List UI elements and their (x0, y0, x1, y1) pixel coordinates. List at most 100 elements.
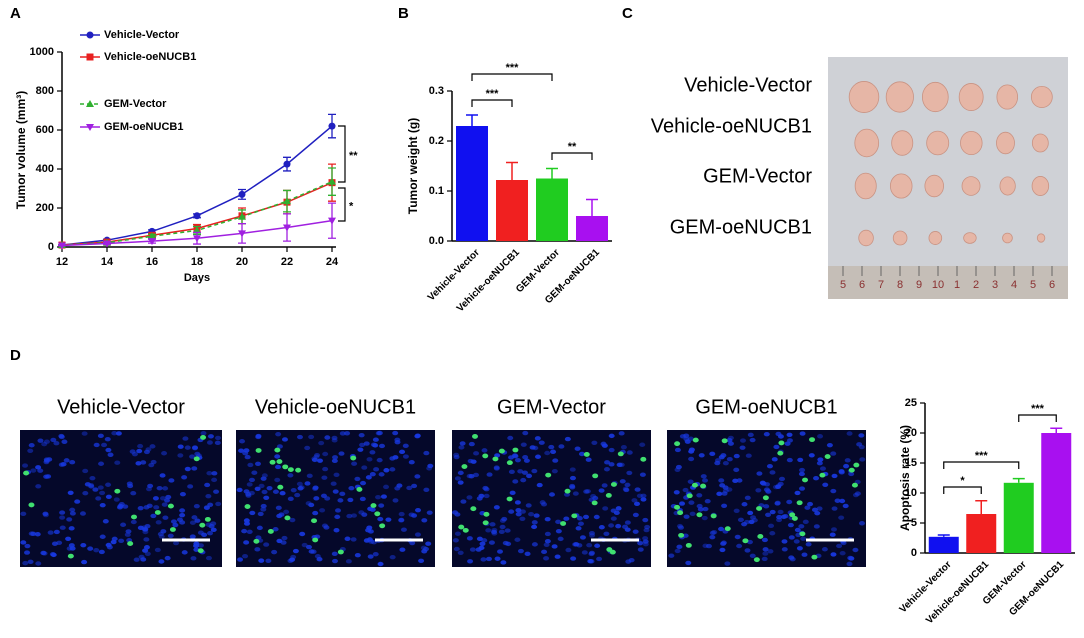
nucleus (722, 485, 729, 490)
apoptotic-cell (796, 500, 803, 506)
nucleus (320, 493, 327, 498)
nucleus (698, 453, 705, 458)
nucleus (331, 438, 338, 443)
nucleus (704, 499, 711, 504)
tumor (960, 130, 983, 156)
nucleus (392, 455, 399, 460)
nucleus (602, 506, 609, 511)
tumor (891, 130, 914, 156)
nucleus (745, 453, 752, 458)
nucleus (177, 444, 184, 449)
nucleus (420, 545, 427, 551)
apoptotic-cell (492, 456, 499, 462)
x-tick-label: 16 (146, 256, 158, 268)
nucleus (777, 481, 784, 487)
nucleus (80, 542, 87, 548)
y-tick-label: 800 (36, 85, 54, 97)
significance-bracket (338, 187, 346, 222)
nucleus (154, 547, 161, 553)
apoptotic-cell (311, 518, 318, 524)
nucleus (167, 533, 174, 538)
apoptotic-cell (282, 464, 289, 470)
apoptotic-cell (498, 448, 505, 454)
nucleus (423, 487, 430, 493)
apoptotic-cell (253, 538, 260, 544)
apoptotic-cell (277, 484, 284, 490)
nucleus (514, 500, 521, 505)
nucleus (682, 533, 689, 538)
nucleus (111, 430, 118, 436)
nucleus (733, 467, 740, 473)
nucleus (414, 532, 421, 537)
apoptotic-cell (799, 531, 806, 537)
significance-bracket (551, 152, 593, 160)
nucleus (402, 454, 409, 459)
nucleus (200, 430, 207, 436)
nucleus (372, 443, 379, 448)
nucleus (271, 549, 278, 555)
nucleus (811, 507, 818, 513)
nucleus (688, 449, 695, 454)
nucleus (266, 485, 273, 491)
y-tick-label: 0.1 (429, 185, 444, 197)
nucleus (817, 434, 824, 439)
nucleus (255, 535, 262, 540)
nucleus (721, 503, 728, 508)
nucleus (737, 517, 744, 523)
error-bar (1012, 477, 1025, 483)
nucleus (27, 559, 34, 564)
apoptotic-cell (724, 526, 731, 532)
nucleus (369, 471, 376, 477)
nucleus (43, 459, 50, 465)
nucleus (744, 495, 751, 501)
nucleus (203, 505, 210, 510)
nucleus (330, 481, 337, 486)
nucleus (467, 458, 474, 464)
nucleus (454, 476, 461, 481)
apoptotic-cell (674, 441, 681, 447)
nucleus (140, 557, 147, 562)
nucleus (631, 498, 638, 503)
nucleus (98, 461, 105, 466)
nucleus (369, 507, 376, 512)
marker (328, 122, 336, 130)
nucleus (488, 540, 495, 545)
nucleus (389, 467, 396, 472)
panel-label: C (622, 5, 633, 22)
nucleus (214, 440, 221, 446)
nucleus (79, 511, 86, 516)
nucleus (760, 481, 767, 486)
apoptotic-cell (374, 511, 381, 517)
apoptotic-cell (127, 541, 134, 546)
apoptotic-cell (470, 506, 477, 512)
nucleus (88, 482, 95, 488)
nucleus (798, 471, 805, 477)
apoptotic-cell (267, 529, 274, 534)
nucleus (689, 511, 696, 516)
nucleus (709, 530, 716, 536)
nucleus (736, 478, 743, 483)
nucleus (392, 430, 399, 436)
nucleus (361, 512, 368, 517)
nucleus (201, 532, 208, 538)
nucleus (207, 434, 214, 439)
nucleus (762, 547, 769, 552)
nucleus (768, 523, 775, 528)
nucleus (313, 496, 320, 501)
nucleus (747, 432, 754, 438)
nucleus (794, 527, 801, 533)
y-axis-label: Tumor weight (g) (406, 118, 420, 214)
nucleus (101, 442, 108, 448)
legend-label: GEM-oeNUCB1 (104, 121, 183, 133)
nucleus (817, 457, 824, 462)
nucleus (774, 500, 781, 506)
nucleus (133, 557, 140, 562)
nucleus (81, 431, 88, 436)
apoptotic-cell (483, 511, 490, 517)
nucleus (786, 457, 793, 463)
nucleus (179, 508, 186, 513)
nucleus (351, 513, 358, 518)
nucleus (130, 491, 137, 496)
nucleus (509, 490, 516, 496)
nucleus (89, 475, 96, 481)
